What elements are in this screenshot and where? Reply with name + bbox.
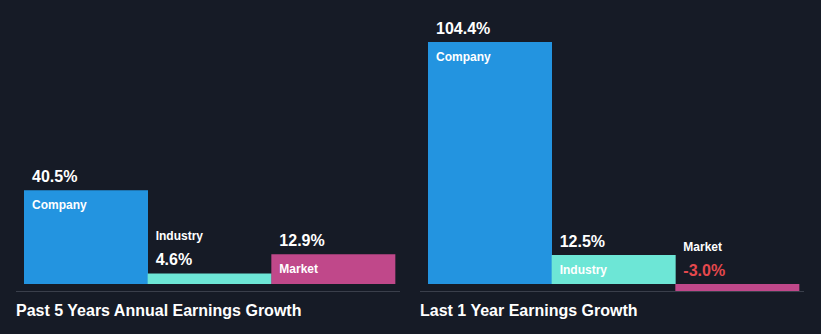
svg-text:Market: Market [279, 262, 318, 276]
html-text:Last 1 Year Earnings Growth: Last 1 Year Earnings Growth [420, 302, 638, 319]
svg-text:Market: Market [683, 240, 722, 254]
html-text:Past 5 Years Annual Earnings G: Past 5 Years Annual Earnings Growth [16, 302, 302, 319]
svg-text:4.6%: 4.6% [156, 251, 192, 268]
svg-text:-3.0%: -3.0% [683, 262, 725, 279]
svg-text:Industry: Industry [156, 229, 204, 243]
svg-text:104.4%: 104.4% [436, 20, 490, 37]
svg-text:40.5%: 40.5% [32, 168, 77, 185]
svg-text:Company: Company [436, 50, 491, 64]
svg-text:Company: Company [32, 198, 87, 212]
svg-text:12.9%: 12.9% [279, 232, 324, 249]
svg-text:12.5%: 12.5% [560, 233, 605, 250]
svg-text:Industry: Industry [560, 263, 608, 277]
